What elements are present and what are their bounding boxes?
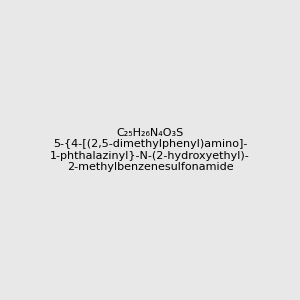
Text: C₂₅H₂₆N₄O₃S
5-{4-[(2,5-dimethylphenyl)amino]-
1-phthalazinyl}-N-(2-hydroxyethyl): C₂₅H₂₆N₄O₃S 5-{4-[(2,5-dimethylphenyl)am…	[50, 128, 250, 172]
